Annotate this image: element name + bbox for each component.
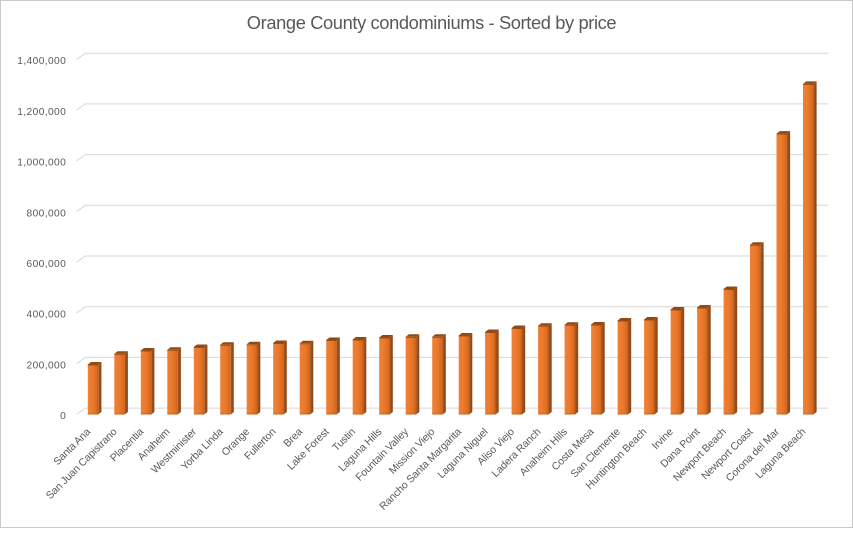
svg-text:600,000: 600,000 bbox=[27, 259, 67, 270]
svg-text:1,400,000: 1,400,000 bbox=[17, 56, 66, 67]
svg-text:1,000,000: 1,000,000 bbox=[17, 158, 66, 169]
svg-text:400,000: 400,000 bbox=[27, 310, 67, 321]
svg-text:800,000: 800,000 bbox=[27, 208, 67, 219]
svg-text:1,200,000: 1,200,000 bbox=[17, 107, 66, 118]
svg-text:0: 0 bbox=[60, 411, 66, 422]
svg-text:Orange County condominiums - S: Orange County condominiums - Sorted by p… bbox=[247, 12, 617, 33]
svg-text:200,000: 200,000 bbox=[27, 360, 67, 371]
